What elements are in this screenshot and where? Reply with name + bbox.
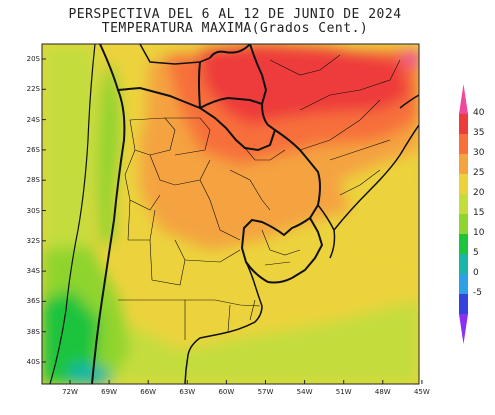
colorbar-segment bbox=[459, 314, 468, 344]
colorbar-tick-label: 35 bbox=[473, 128, 485, 138]
colorbar-segment bbox=[459, 234, 468, 255]
lat-label: 38S bbox=[26, 327, 40, 336]
lon-label: 57W bbox=[257, 388, 274, 396]
borders bbox=[49, 44, 419, 384]
lat-label: 40S bbox=[26, 358, 40, 366]
colorbar-tick-label: 20 bbox=[473, 188, 485, 198]
colorbar-segment bbox=[459, 294, 468, 315]
axis-ticks bbox=[42, 58, 423, 384]
lon-label: 69W bbox=[101, 388, 118, 396]
map-frame bbox=[41, 43, 420, 385]
colorbar-tick-label: 10 bbox=[473, 228, 485, 238]
colorbar-segment bbox=[459, 134, 468, 155]
lon-label: 72W bbox=[62, 388, 78, 396]
lon-label: 45W bbox=[413, 388, 430, 396]
lat-label: 22S bbox=[26, 85, 40, 94]
colorbar-segment bbox=[459, 254, 468, 275]
lat-label: 26S bbox=[26, 145, 40, 154]
colorbar-tick-label: 40 bbox=[473, 108, 485, 118]
colorbar-tick-label: 5 bbox=[473, 248, 479, 258]
lon-label: 51W bbox=[335, 388, 352, 396]
colorbar-tick-label: -5 bbox=[473, 288, 482, 298]
colorbar-segment bbox=[459, 274, 468, 295]
colorbar-tick-label: 15 bbox=[473, 208, 485, 218]
lon-label: 63W bbox=[179, 388, 196, 396]
lat-label: 28S bbox=[26, 176, 40, 185]
colorbar-tick-label: 0 bbox=[473, 268, 479, 278]
lat-label: 24S bbox=[26, 115, 40, 124]
temperature-field bbox=[42, 44, 419, 384]
colorbar-segment bbox=[459, 114, 468, 135]
colorbar-tick-label: 25 bbox=[473, 168, 485, 178]
lon-label: 60W bbox=[218, 388, 235, 396]
map-title: PERSPECTIVA DEL 6 AL 12 DE JUNIO DE 2024 bbox=[68, 7, 402, 22]
map-subtitle: TEMPERATURA MAXIMA(Grados Cent.) bbox=[101, 21, 369, 36]
lon-label: 48W bbox=[374, 388, 391, 396]
lat-label: 34S bbox=[26, 267, 40, 276]
colorbar-tick-label: 30 bbox=[473, 148, 485, 158]
colorbar-segment bbox=[459, 154, 468, 175]
lat-label: 36S bbox=[26, 297, 40, 306]
colorbar-segment bbox=[459, 194, 468, 215]
lon-label: 66W bbox=[140, 388, 157, 396]
lon-label: 54W bbox=[296, 388, 313, 396]
colorbar-segment bbox=[459, 214, 468, 235]
lat-label: 20S bbox=[26, 55, 40, 63]
lat-label: 32S bbox=[26, 236, 40, 245]
lat-label: 30S bbox=[26, 206, 40, 215]
colorbar bbox=[459, 84, 468, 344]
colorbar-segment bbox=[459, 84, 468, 114]
colorbar-segment bbox=[459, 174, 468, 195]
